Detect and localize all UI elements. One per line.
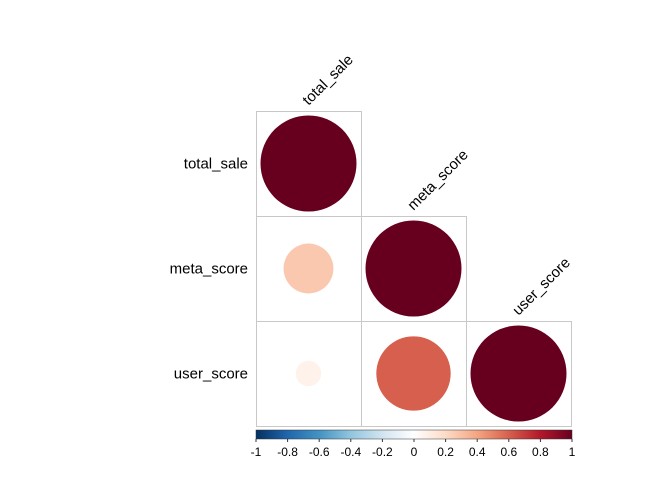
colorbar-tick-label: -0.6 — [309, 445, 330, 459]
corr-circle-meta_score-meta_score — [365, 220, 462, 317]
colorbar-tick-label: 0.4 — [469, 445, 486, 459]
colorbar-tick-label: -1 — [251, 445, 262, 459]
colorbar-tick-label: -0.4 — [340, 445, 361, 459]
cell-user_score-user_score — [466, 321, 572, 427]
row-label-user_score: user_score — [174, 366, 248, 383]
correlation-circles — [260, 115, 567, 422]
cell-grid — [256, 111, 572, 427]
colorbar-tick-label: -0.8 — [277, 445, 298, 459]
colorbar-tick-label: 0 — [411, 445, 418, 459]
colorbar-tick-label: 0.8 — [532, 445, 549, 459]
colorbar-tick-label: -0.2 — [372, 445, 393, 459]
column-label-meta_score: meta_score — [404, 146, 471, 213]
corr-circle-user_score-user_score — [470, 325, 567, 422]
corr-circle-meta_score-total_sale — [283, 243, 334, 294]
corr-circle-total_sale-total_sale — [260, 115, 357, 212]
column-label-total_sale: total_sale — [299, 51, 356, 108]
row-label-meta_score: meta_score — [170, 261, 248, 278]
row-labels: total_sale meta_score user_score — [170, 156, 248, 383]
colorbar-tick-label: 0.6 — [500, 445, 517, 459]
colorbar-tick-label: 1 — [569, 445, 576, 459]
corr-circle-user_score-meta_score — [376, 336, 451, 411]
colorbar-gradient — [255, 429, 573, 440]
corr-circle-user_score-total_sale — [295, 360, 322, 387]
row-label-total_sale: total_sale — [184, 156, 248, 173]
colorbar: -1 -0.8 -0.6 -0.4 -0.2 0 0.2 0.4 0.6 0.8 1 — [251, 429, 576, 459]
colorbar-tick-label: 0.2 — [437, 445, 454, 459]
column-label-user_score: user_score — [509, 254, 573, 318]
